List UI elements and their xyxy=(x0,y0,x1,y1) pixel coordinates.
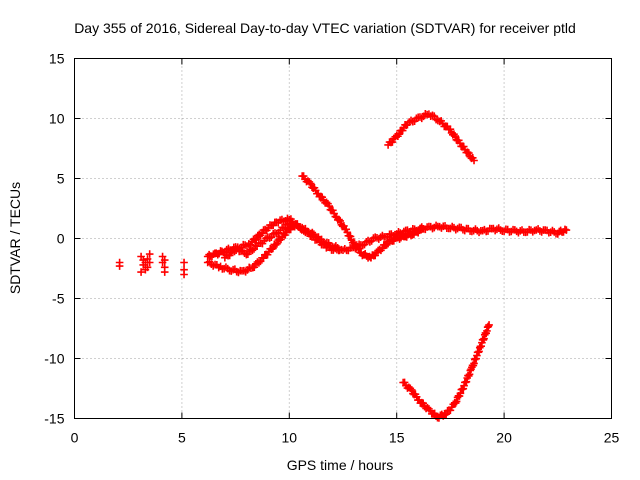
trace-marker xyxy=(562,226,571,234)
data-marker xyxy=(160,268,169,276)
trace-marker xyxy=(334,246,343,255)
data-marker xyxy=(180,270,188,279)
y-tick-label: -15 xyxy=(44,411,64,427)
chart-title: Day 355 of 2016, Sidereal Day-to-day VTE… xyxy=(74,20,576,36)
grid xyxy=(74,58,612,419)
data-marker xyxy=(115,262,124,270)
trace-marker xyxy=(336,217,345,225)
x-tick-label: 0 xyxy=(71,430,79,446)
data-marker xyxy=(160,256,169,264)
data-marker xyxy=(145,258,154,267)
data-marker xyxy=(145,250,154,258)
trace-marker xyxy=(309,232,318,240)
x-tick-label: 25 xyxy=(604,430,620,446)
x-tick-label: 10 xyxy=(282,430,298,446)
trace-marker xyxy=(446,125,455,134)
trace-marker xyxy=(342,225,351,234)
y-axis-label: SDTVAR / TECUs xyxy=(7,182,23,294)
trace-marker xyxy=(398,126,407,135)
trace-marker xyxy=(456,389,465,398)
y-tick-label: 0 xyxy=(57,231,65,247)
x-axis-label: GPS time / hours xyxy=(287,457,394,473)
trace-marker xyxy=(451,132,459,140)
trace-marker xyxy=(470,156,478,165)
x-tick-label: 5 xyxy=(178,430,186,446)
data-marker xyxy=(137,268,145,276)
y-tick-label: 5 xyxy=(57,171,65,187)
trace-marker xyxy=(485,321,493,329)
trace-marker xyxy=(454,136,463,145)
trace-marker xyxy=(346,232,355,241)
x-tick-label: 15 xyxy=(389,430,405,446)
trace-marker xyxy=(452,397,461,406)
data-points xyxy=(115,110,571,422)
y-tick-label: -10 xyxy=(44,351,64,367)
axis-ticks: 0 5 10 15 20 25 -15 -10 -5 0 5 10 15 xyxy=(44,51,619,446)
x-tick-label: 20 xyxy=(496,430,512,446)
y-tick-label: 15 xyxy=(49,51,65,67)
data-marker xyxy=(143,263,152,272)
y-tick-label: 10 xyxy=(49,111,65,127)
data-marker xyxy=(180,258,188,267)
trace-marker xyxy=(395,130,403,138)
y-tick-label: -5 xyxy=(52,291,65,307)
trace-marker xyxy=(418,225,427,233)
